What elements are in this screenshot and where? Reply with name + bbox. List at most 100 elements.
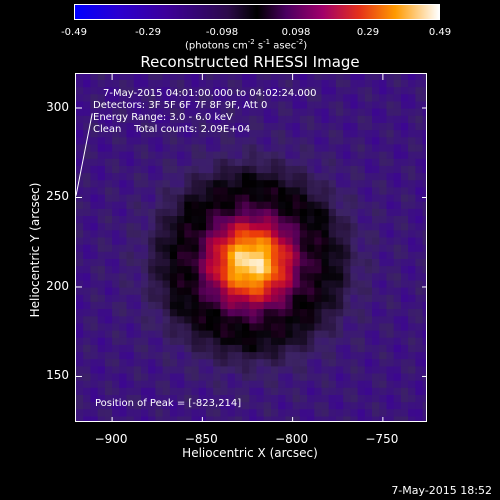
heatmap-cell xyxy=(242,287,250,295)
heatmap-cell xyxy=(220,215,229,224)
heatmap-cell xyxy=(213,344,221,353)
heatmap-cell xyxy=(249,93,258,102)
heatmap-cell xyxy=(299,244,308,252)
heatmap-cell xyxy=(155,415,164,421)
heatmap-cell xyxy=(177,380,185,388)
heatmap-cell xyxy=(155,193,164,202)
heatmap-cell xyxy=(415,294,424,302)
heatmap-cell xyxy=(206,93,214,102)
heatmap-cell xyxy=(321,129,330,138)
heatmap-cell xyxy=(321,151,330,159)
heatmap-cell xyxy=(400,179,409,188)
heatmap-cell xyxy=(213,115,221,123)
heatmap-cell xyxy=(97,337,106,345)
heatmap-cell xyxy=(321,329,330,338)
heatmap-cell xyxy=(422,143,426,152)
heatmap-cell xyxy=(307,244,315,252)
heatmap-cell xyxy=(198,222,207,231)
heatmap-cell xyxy=(220,329,229,338)
heatmap-cell xyxy=(379,294,388,302)
heatmap-cell xyxy=(177,229,185,238)
heatmap-cell xyxy=(133,136,142,145)
heatmap-cell xyxy=(97,100,106,109)
heatmap-cell xyxy=(76,129,84,138)
heatmap-cell xyxy=(90,272,99,281)
heatmap-cell xyxy=(155,79,164,88)
heatmap-cell xyxy=(148,74,156,80)
heatmap-cell xyxy=(177,193,185,202)
heatmap-cell xyxy=(379,251,388,259)
heatmap-cell xyxy=(234,337,243,345)
heatmap-cell xyxy=(184,222,193,231)
heatmap-cell xyxy=(335,258,344,267)
heatmap-cell xyxy=(126,222,135,231)
heatmap-cell xyxy=(242,222,250,231)
heatmap-cell xyxy=(314,244,323,252)
heatmap-cell xyxy=(314,265,323,274)
heatmap-cell xyxy=(271,208,279,216)
heatmap-cell xyxy=(90,294,99,302)
heatmap-cell xyxy=(76,86,84,95)
heatmap-cell xyxy=(343,115,351,123)
heatmap-cell xyxy=(169,143,178,152)
heatmap-cell xyxy=(76,365,84,374)
heatmap-cell xyxy=(76,151,84,159)
heatmap-cell xyxy=(249,122,258,131)
heatmap-cell xyxy=(400,236,409,245)
colorbar xyxy=(74,4,440,20)
heatmap-cell xyxy=(162,86,171,95)
heatmap-cell xyxy=(372,165,380,174)
heatmap-cell xyxy=(169,415,178,421)
heatmap-cell xyxy=(90,315,99,324)
heatmap-cell xyxy=(90,251,99,259)
heatmap-cell xyxy=(422,172,426,181)
heatmap-cell xyxy=(162,251,171,259)
heatmap-cell xyxy=(299,337,308,345)
heatmap-cell xyxy=(357,308,366,317)
heatmap-cell xyxy=(90,401,99,410)
heatmap-cell xyxy=(162,315,171,324)
heatmap-cell xyxy=(220,344,229,353)
heatmap-cell xyxy=(299,251,308,259)
heatmap-cell xyxy=(422,165,426,174)
heatmap-cell xyxy=(90,301,99,310)
heatmap-cell xyxy=(119,74,128,80)
heatmap-cell xyxy=(299,86,308,95)
heatmap-cell xyxy=(242,229,250,238)
heatmap-cell xyxy=(292,380,301,388)
heatmap-cell xyxy=(133,394,142,403)
heatmap-cell xyxy=(191,301,200,310)
heatmap-cell xyxy=(198,329,207,338)
heatmap-cell xyxy=(350,401,359,410)
heatmap-cell xyxy=(400,143,409,152)
heatmap-cell xyxy=(97,179,106,188)
heatmap-cell xyxy=(292,401,301,410)
heatmap-cell xyxy=(206,322,214,331)
heatmap-cell xyxy=(400,74,409,80)
heatmap-cell xyxy=(292,358,301,367)
heatmap-cell xyxy=(249,136,258,145)
heatmap-cell xyxy=(184,394,193,403)
heatmap-cell xyxy=(162,294,171,302)
heatmap-cell xyxy=(314,122,323,131)
heatmap-cell xyxy=(141,222,149,231)
heatmap-cell xyxy=(90,193,99,202)
heatmap-cell xyxy=(299,79,308,88)
heatmap-cell xyxy=(126,351,135,360)
heatmap-cell xyxy=(133,74,142,80)
heatmap-cell xyxy=(148,372,156,381)
heatmap-cell xyxy=(321,165,330,174)
heatmap-cell xyxy=(119,186,128,195)
heatmap-cell xyxy=(364,208,373,216)
heatmap-cell xyxy=(184,272,193,281)
heatmap-cell xyxy=(104,415,113,421)
heatmap-cell xyxy=(256,272,265,281)
heatmap-cell xyxy=(112,294,120,302)
heatmap-cell xyxy=(285,337,294,345)
heatmap-cell xyxy=(357,387,366,395)
heatmap-cell xyxy=(357,244,366,252)
heatmap-cell xyxy=(90,358,99,367)
heatmap-cell xyxy=(177,136,185,145)
heatmap-cell xyxy=(76,351,84,360)
heatmap-cell xyxy=(191,172,200,181)
